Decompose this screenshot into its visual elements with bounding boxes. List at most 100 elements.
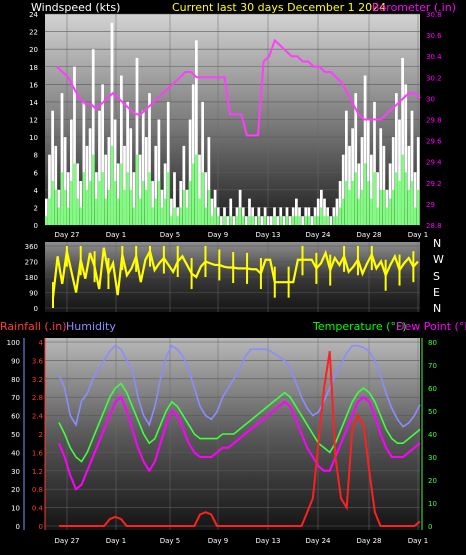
wind-avg-bar xyxy=(70,181,73,225)
wind-gust-bar xyxy=(104,154,108,225)
wind-gust-bar xyxy=(248,198,251,225)
wind-gust-bar xyxy=(160,189,164,225)
wind-gust-bar xyxy=(238,189,242,225)
wind-gust-bar xyxy=(63,137,67,225)
humidity-y-tick-label: 100 xyxy=(7,339,20,347)
barometer-y-tick-label: 29 xyxy=(426,201,435,209)
wind-avg-bar xyxy=(120,163,123,225)
wind-gust-bar xyxy=(145,137,148,225)
wind-gust-bar xyxy=(151,181,154,225)
wind-avg-bar xyxy=(66,207,70,225)
wind-gust-bar xyxy=(132,172,136,225)
wind-avg-bar xyxy=(354,172,358,225)
direction-y-tick-label: 270 xyxy=(25,259,38,267)
wind-avg-bar xyxy=(307,216,311,225)
climate-x-tick-label: Day 9 xyxy=(208,537,229,545)
wind-x-tick-label: Day 27 xyxy=(55,231,80,239)
wind-y-tick-label: 2 xyxy=(34,204,38,212)
wind-gust-bar xyxy=(226,216,229,225)
wind-avg-bar xyxy=(160,207,164,225)
climate-x-tick-label: Day 24 xyxy=(306,537,332,545)
wind-gust-bar xyxy=(354,93,358,225)
wind-avg-bar xyxy=(188,181,192,225)
wind-x-tick-label: Day 1 xyxy=(106,231,127,239)
wind-avg-bar xyxy=(351,181,354,225)
wind-gust-bar xyxy=(79,181,83,225)
barometer-y-tick-label: 28.8 xyxy=(426,222,442,230)
temperature-line xyxy=(58,382,421,463)
wind-avg-bar xyxy=(279,216,283,225)
climate-x-tick-label: Day 13 xyxy=(256,537,281,545)
wind-avg-bar xyxy=(195,154,198,225)
wind-avg-bar xyxy=(182,189,186,225)
wind-avg-bar xyxy=(391,189,395,225)
wind-gust-bar xyxy=(185,189,189,225)
wind-avg-bar xyxy=(263,216,267,225)
wind-gust-bar xyxy=(70,119,73,225)
wind-avg-bar xyxy=(223,216,226,225)
wind-gust-bar xyxy=(335,198,339,225)
wind-avg-bar xyxy=(363,163,367,225)
wind-gust-bar xyxy=(232,216,236,225)
wind-avg-bar xyxy=(366,181,370,225)
wind-avg-bar xyxy=(201,172,204,225)
direction-compass-label: W xyxy=(433,253,444,266)
wind-avg-bar xyxy=(210,216,214,225)
wind-avg-bar xyxy=(198,198,201,225)
climate-gridlines xyxy=(45,338,420,530)
wind-avg-bar xyxy=(401,154,404,225)
humidity-y-tick-label: 70 xyxy=(11,394,20,402)
wind-avg-bar xyxy=(104,198,108,225)
rain-y-tick-label: 2.4 xyxy=(32,413,44,421)
wind-avg-bar xyxy=(295,216,298,225)
wind-avg-bar xyxy=(185,207,189,225)
wind-gust-bar xyxy=(141,110,145,225)
wind-avg-bar xyxy=(407,189,411,225)
wind-y-tick-label: 4 xyxy=(34,187,39,195)
wind-avg-bar xyxy=(370,198,373,225)
wind-y-tick-label: 8 xyxy=(34,152,38,160)
wind-x-tick-label: Day 9 xyxy=(208,231,229,239)
wind-x-tick-label: Day 1 xyxy=(408,231,429,239)
wind-gust-bar xyxy=(48,154,51,225)
wind-gust-bar xyxy=(282,216,286,225)
direction-y-tick-label: 180 xyxy=(25,274,38,282)
wind-avg-bar xyxy=(257,216,261,225)
barometer-y-tick-label: 29.6 xyxy=(426,138,442,146)
wind-gust-bar xyxy=(57,189,61,225)
wind-x-tick-label: Day 5 xyxy=(160,231,181,239)
wind-gust-bar xyxy=(220,216,223,225)
wind-avg-bar xyxy=(341,198,345,225)
wind-avg-bar xyxy=(176,216,179,225)
rain-y-tick-label: 0 xyxy=(39,523,43,531)
wind-avg-bar xyxy=(113,181,117,225)
wind-avg-bar xyxy=(88,181,92,225)
wind-avg-bar xyxy=(116,198,120,225)
wind-gust-bar xyxy=(416,137,420,225)
wind-gust-bar xyxy=(295,198,298,225)
wind-avg-bar xyxy=(132,207,136,225)
wind-avg-bar xyxy=(95,198,98,225)
wind-avg-bar xyxy=(73,163,76,225)
wind-gust-bar xyxy=(401,57,404,226)
wind-gust-bar xyxy=(345,110,348,225)
wind-avg-bar xyxy=(107,189,111,225)
wind-avg-bar xyxy=(413,207,417,225)
humidity-y-tick-label: 20 xyxy=(11,486,20,494)
rain-y-tick-label: 3.6 xyxy=(32,357,44,365)
barometer-y-tick-label: 30 xyxy=(426,95,435,103)
wind-avg-bar xyxy=(138,198,142,225)
wind-avg-bar xyxy=(238,207,242,225)
wind-gust-bar xyxy=(270,216,273,225)
rain-y-tick-label: 1.2 xyxy=(32,468,43,476)
period-label: Current last 30 days December 1 2024 xyxy=(172,1,386,14)
wind-avg-bar xyxy=(229,216,233,225)
wind-x-tick-label: Day 24 xyxy=(306,231,332,239)
wind-gust-bar xyxy=(370,154,373,225)
wind-gust-bar xyxy=(73,66,76,225)
wind-avg-bar xyxy=(373,172,376,225)
wind-avg-bar xyxy=(320,207,323,225)
wind-avg-bar xyxy=(85,189,89,225)
climate-x-tick-label: Day 28 xyxy=(357,537,382,545)
